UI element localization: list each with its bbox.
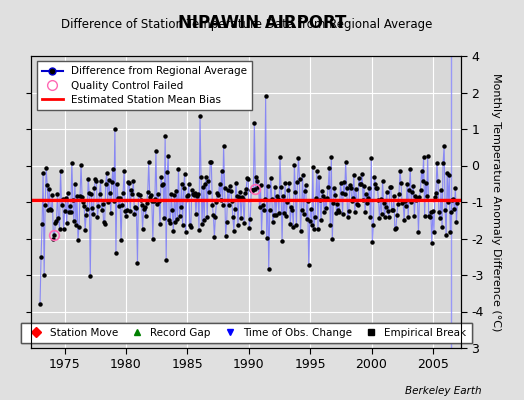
Text: NIPAWIN AIRPORT: NIPAWIN AIRPORT bbox=[178, 14, 346, 32]
Title: Difference of Station Temperature Data from Regional Average: Difference of Station Temperature Data f… bbox=[61, 18, 432, 31]
Legend: Station Move, Record Gap, Time of Obs. Change, Empirical Break: Station Move, Record Gap, Time of Obs. C… bbox=[21, 323, 472, 343]
Y-axis label: Monthly Temperature Anomaly Difference (°C): Monthly Temperature Anomaly Difference (… bbox=[490, 73, 500, 331]
Text: Berkeley Earth: Berkeley Earth bbox=[406, 386, 482, 396]
